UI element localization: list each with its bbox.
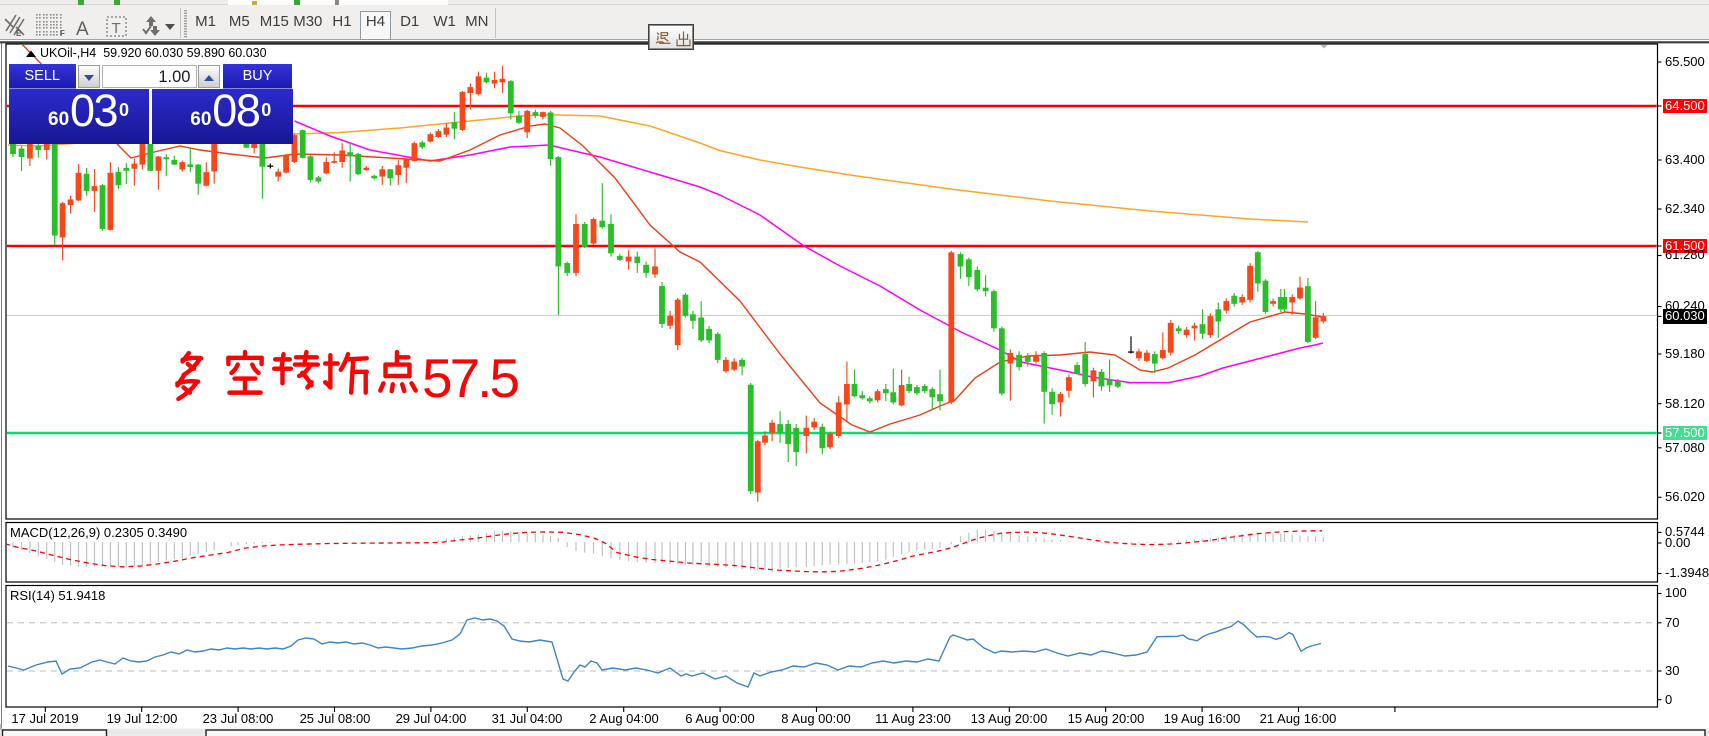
svg-text:E: E — [16, 29, 22, 38]
svg-text:F: F — [60, 29, 65, 38]
svg-text:57.5: 57.5 — [422, 347, 518, 409]
svg-text:T: T — [112, 20, 121, 37]
svg-text:A: A — [76, 19, 89, 40]
